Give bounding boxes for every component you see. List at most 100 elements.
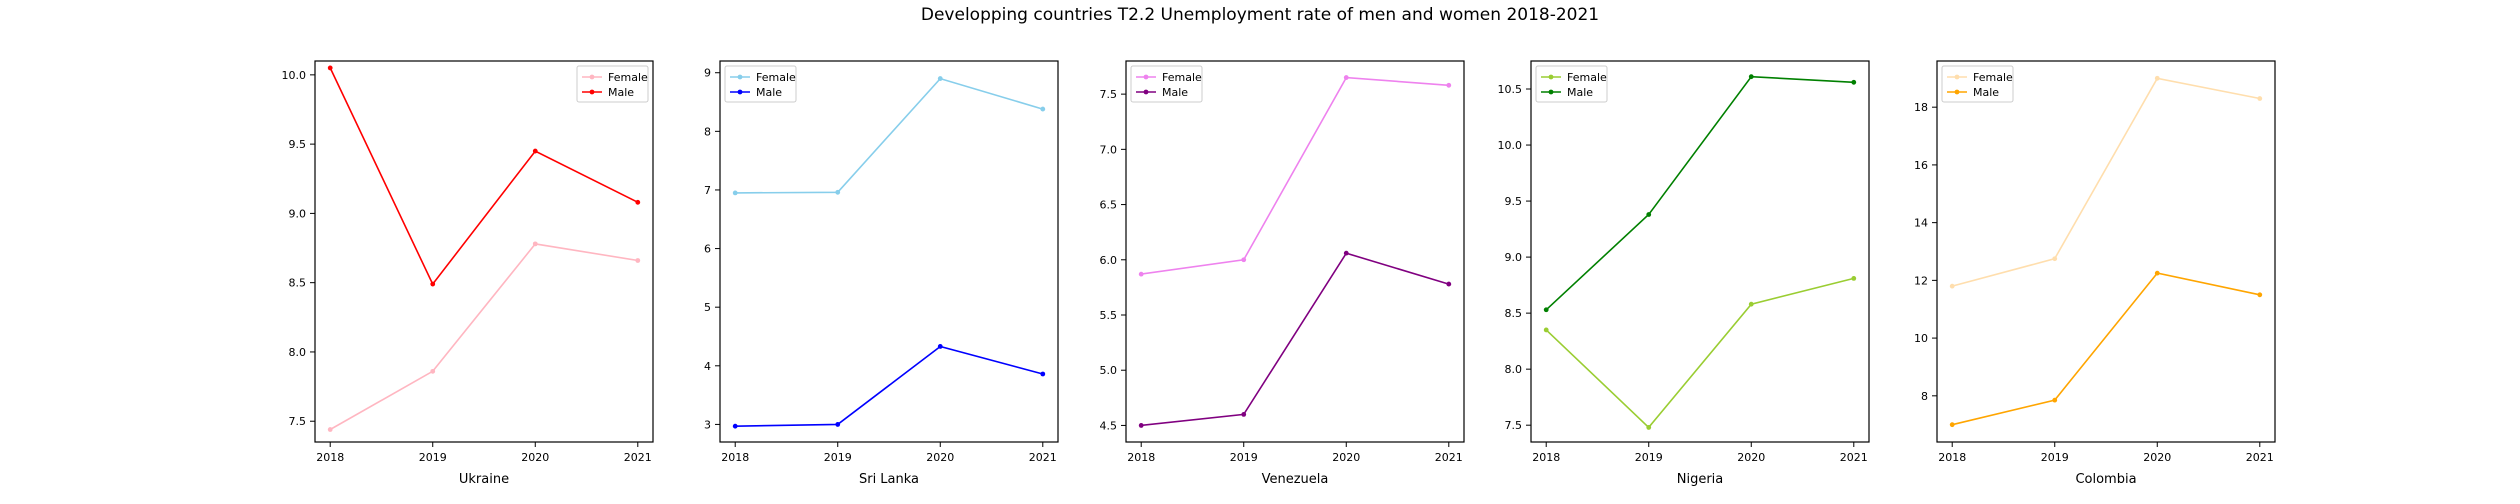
data-point-male	[1543, 307, 1549, 313]
legend: Female Male	[1130, 65, 1203, 103]
y-tick-label: 9.5	[1505, 195, 1523, 208]
y-tick-label: 8	[1921, 390, 1928, 403]
legend-marker-male	[1548, 89, 1554, 95]
y-tick-label: 5.0	[1100, 364, 1118, 377]
series-line-male	[1141, 252, 1450, 427]
x-tick-label: 2021	[1029, 451, 1057, 464]
data-point-male	[1040, 371, 1046, 377]
y-tick-label: 9	[704, 67, 711, 80]
data-point-female	[1446, 82, 1452, 88]
x-tick-label: 2018	[1532, 451, 1560, 464]
legend-marker-male	[1143, 89, 1149, 95]
x-tick-label: 2020	[1737, 451, 1765, 464]
y-tick-label: 8.5	[1505, 307, 1523, 320]
x-axis-label: Ukraine	[459, 472, 509, 487]
legend-marker-female	[589, 74, 595, 80]
data-point-female	[635, 258, 641, 263]
data-point-female	[2154, 75, 2160, 81]
y-tick-label: 5.5	[1100, 309, 1118, 322]
y-tick-label: 10.0	[1498, 139, 1523, 152]
y-tick-label: 4.5	[1100, 419, 1118, 432]
data-point-female	[1748, 301, 1754, 307]
axes-frame	[1936, 60, 2276, 443]
y-tick-label: 10.0	[282, 69, 307, 82]
data-point-male	[2052, 397, 2058, 403]
x-axis-label: Venezuela	[1262, 472, 1329, 487]
series-line-female	[329, 243, 638, 431]
series-line-male	[1952, 272, 2260, 426]
data-point-female	[1138, 271, 1144, 277]
data-point-female	[1646, 425, 1652, 430]
y-tick-label: 9.0	[1505, 251, 1523, 264]
y-tick-label: 8	[704, 125, 711, 138]
data-point-female	[1040, 106, 1046, 112]
legend-label-male: Male	[1973, 86, 1999, 99]
data-point-female	[1949, 283, 1955, 289]
axes-frame	[314, 60, 654, 443]
data-point-male	[327, 65, 333, 71]
y-tick-label: 14	[1914, 217, 1928, 230]
data-point-female	[2052, 256, 2058, 262]
x-tick-label: 2019	[419, 451, 447, 464]
data-point-female	[732, 190, 738, 196]
data-point-female	[327, 427, 333, 432]
subplot-2: 2018 2019 2020 2021 3 4 5 6 7 8 9 Sri Lanka Female Ma…	[704, 60, 1059, 487]
y-tick-label: 6.5	[1100, 199, 1118, 212]
y-tick-label: 10.5	[1498, 83, 1523, 96]
y-tick-label: 5	[704, 301, 711, 314]
x-tick-label: 2020	[926, 451, 954, 464]
legend-label-male: Male	[756, 86, 782, 99]
axes-frame	[719, 60, 1059, 443]
data-point-male	[430, 281, 436, 287]
y-tick-label: 7.5	[289, 415, 307, 428]
legend: Female Male	[576, 65, 649, 103]
y-tick-label: 7.5	[1505, 419, 1523, 432]
y-tick-label: 9.5	[289, 138, 307, 151]
axes-frame	[1125, 60, 1465, 443]
subplot-5: 2018 2019 2020 2021 8 10 12 14 16 18 Colombia Femal…	[1914, 60, 2276, 487]
axes-frame	[1530, 60, 1870, 443]
figure-title: Developping countries T2.2 Unemployment …	[920, 5, 1600, 25]
data-point-male	[937, 344, 943, 349]
legend-label-male: Male	[608, 86, 634, 99]
legend-label-female: Female	[1567, 71, 1607, 84]
y-tick-label: 6	[704, 243, 711, 256]
data-point-male	[2154, 270, 2160, 276]
x-axis-label: Nigeria	[1677, 472, 1724, 487]
series-line-female	[1545, 277, 1854, 429]
y-tick-label: 4	[704, 360, 711, 373]
x-tick-label: 2018	[316, 451, 344, 464]
legend-label-male: Male	[1162, 86, 1188, 99]
data-point-female	[1851, 275, 1857, 281]
data-point-male	[1748, 74, 1754, 80]
series-line-male	[735, 345, 1044, 427]
legend-box	[1130, 65, 1203, 103]
data-point-male	[2257, 292, 2263, 298]
x-tick-label: 2020	[1332, 451, 1360, 464]
legend: Female Male	[1535, 65, 1608, 103]
data-point-male	[1949, 422, 1955, 428]
data-point-male	[635, 199, 641, 205]
y-tick-label: 6.0	[1100, 254, 1118, 267]
legend: Female Male	[724, 65, 797, 103]
legend-box	[724, 65, 797, 103]
legend-label-female: Female	[608, 71, 648, 84]
y-tick-label: 3	[704, 418, 711, 431]
y-tick-label: 8.0	[289, 346, 307, 359]
legend-label-female: Female	[756, 71, 796, 84]
legend: Female Male	[1941, 65, 2014, 103]
legend-marker-female	[1954, 74, 1960, 80]
data-point-male	[835, 422, 841, 427]
subplot-3: 2018 2019 2020 2021 4.5 5.0 5.5 6.0 6.5 7.0 7.5 Ven…	[1100, 60, 1465, 487]
data-point-female	[2257, 96, 2263, 101]
subplot-4: 2018 2019 2020 2021 7.5 8.0 8.5 9.0 9.5 10.0 10.5 N…	[1498, 60, 1870, 487]
series-line-female	[1141, 76, 1449, 275]
y-tick-label: 16	[1914, 159, 1928, 172]
x-tick-label: 2020	[521, 451, 549, 464]
legend-box	[1535, 65, 1608, 103]
legend-box	[1941, 65, 2014, 103]
data-point-male	[1646, 212, 1652, 217]
data-point-female	[835, 189, 841, 195]
series-line-female	[1951, 77, 2260, 287]
